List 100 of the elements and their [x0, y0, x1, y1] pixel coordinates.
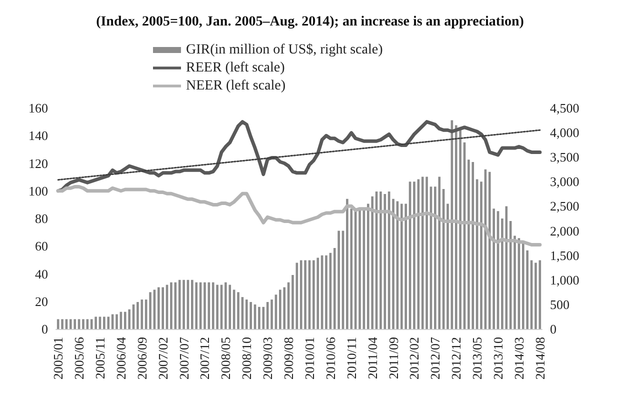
bar [454, 125, 458, 329]
x-tick-label: 2011/09 [386, 337, 401, 380]
bar [70, 319, 72, 329]
bar [505, 206, 508, 329]
y-tick-label: 20 [35, 294, 48, 309]
bar [224, 282, 227, 329]
bar [278, 290, 282, 329]
bar [182, 280, 185, 329]
bar [304, 260, 306, 329]
x-tick-label: 2007/07 [176, 336, 192, 380]
y-tick-label: 100 [28, 183, 48, 198]
bar [61, 319, 64, 329]
x-tick-label: 2014/08 [532, 337, 548, 380]
bar [312, 260, 315, 329]
bar [404, 204, 407, 329]
bar [228, 284, 232, 329]
bar [292, 274, 294, 329]
bar [170, 282, 172, 329]
bar [371, 196, 374, 329]
x-tick-label: 2010/11 [344, 337, 359, 380]
bar [140, 300, 144, 329]
bar [212, 282, 214, 329]
bar [82, 319, 84, 329]
bar [283, 287, 286, 329]
bar [380, 191, 382, 329]
x-tick-label: 2013/05 [470, 337, 485, 380]
y-tick-label: 160 [28, 100, 48, 116]
y2-tick-label: 2,500 [550, 198, 580, 214]
y2-tick-label: 500 [550, 296, 570, 312]
y2-tick-label: 4,000 [550, 125, 580, 140]
bar [250, 302, 252, 329]
x-tick-label: 2006/09 [134, 337, 150, 380]
y2-tick-label: 4,500 [550, 100, 580, 116]
y2-tick-label: 3,000 [550, 174, 580, 190]
x-tick-label: 2009/03 [260, 337, 276, 380]
bar [136, 302, 139, 329]
y2-tick-label: 2,000 [550, 223, 580, 238]
legend-label: NEER (left scale) [186, 78, 286, 94]
x-tick-label: 2012/07 [428, 336, 443, 380]
bar [446, 204, 449, 329]
x-tick-label: 2007/12 [197, 337, 212, 380]
x-tick-label: 2005/01 [50, 337, 66, 380]
bar [157, 287, 160, 329]
y-tick-label: 0 [42, 322, 48, 336]
bar [270, 300, 273, 329]
legend-label: REER (left scale) [186, 60, 286, 76]
x-tick-label: 2007/02 [155, 337, 170, 380]
bar [413, 182, 416, 329]
bar [472, 162, 474, 329]
x-tick-label: 2009/08 [281, 337, 296, 380]
bar [103, 316, 106, 329]
y-tick-label: 140 [28, 128, 48, 144]
y-tick-label: 120 [28, 156, 48, 171]
x-tick-label: 2010/01 [302, 337, 317, 380]
x-tick-label: 2012/02 [406, 337, 422, 380]
bar [149, 292, 152, 329]
y2-tick-label: 0 [550, 322, 556, 336]
bar [358, 208, 361, 329]
bar [204, 282, 206, 329]
bar [488, 172, 491, 329]
y-tick-label: 80 [35, 211, 48, 226]
bar [162, 287, 164, 329]
bar [346, 198, 348, 329]
bar [195, 282, 198, 329]
bar [426, 176, 428, 329]
bar [116, 314, 118, 329]
bar [392, 198, 394, 329]
x-tick-label: 2008/10 [239, 337, 254, 380]
x-tick-label: 2012/12 [448, 337, 464, 380]
y-tick-label: 60 [35, 238, 48, 254]
y2-tick-label: 1,500 [550, 248, 580, 263]
bar [514, 236, 516, 329]
x-tick-label: 2006/04 [113, 336, 128, 380]
bar [258, 306, 260, 329]
bar [325, 255, 328, 329]
bar [124, 312, 126, 329]
bar [107, 316, 110, 329]
bar [128, 309, 130, 329]
bar [245, 300, 248, 329]
x-tick-label: 2008/05 [218, 337, 234, 380]
bar [90, 319, 93, 329]
chart-title: (Index, 2005=100, Jan. 2005–Aug. 2014); an increase is an appreciation) [96, 14, 524, 30]
x-tick-label: 2014/03 [511, 337, 526, 380]
bar [534, 262, 537, 329]
bar [237, 292, 240, 329]
legend-label: GIR(in million of US$, right scale) [186, 42, 384, 58]
x-tick-label: 2005/11 [92, 337, 108, 380]
bar [191, 280, 194, 329]
x-tick-label: 2013/10 [490, 337, 506, 380]
bar [316, 258, 320, 329]
y-tick-label: 40 [35, 266, 48, 282]
x-tick-label: 2005/06 [72, 336, 87, 380]
bar [262, 306, 265, 329]
x-tick-label: 2011/04 [364, 336, 380, 380]
y2-tick-label: 3,500 [550, 150, 580, 165]
bar [94, 316, 97, 329]
bar [216, 284, 218, 329]
bar [480, 182, 482, 329]
bar [522, 243, 524, 329]
x-tick-label: 2010/06 [322, 336, 338, 380]
